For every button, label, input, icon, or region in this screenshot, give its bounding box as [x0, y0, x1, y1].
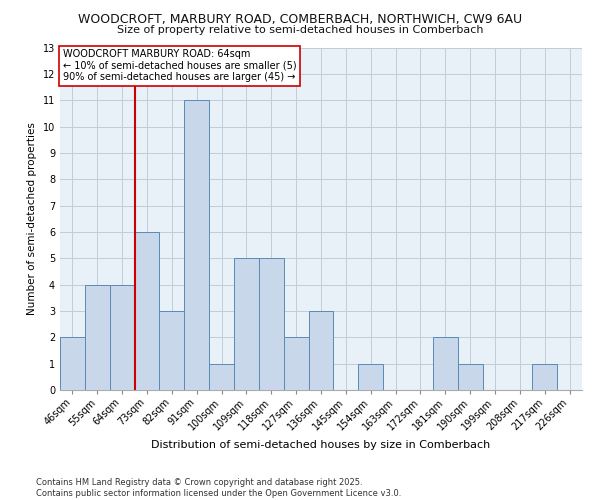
Bar — [458, 364, 482, 390]
Bar — [160, 311, 184, 390]
Bar — [433, 338, 458, 390]
Bar — [532, 364, 557, 390]
Bar — [284, 338, 308, 390]
Text: WOODCROFT MARBURY ROAD: 64sqm
← 10% of semi-detached houses are smaller (5)
90% : WOODCROFT MARBURY ROAD: 64sqm ← 10% of s… — [62, 49, 296, 82]
X-axis label: Distribution of semi-detached houses by size in Comberbach: Distribution of semi-detached houses by … — [151, 440, 491, 450]
Bar — [358, 364, 383, 390]
Bar — [308, 311, 334, 390]
Bar — [85, 284, 110, 390]
Text: Size of property relative to semi-detached houses in Comberbach: Size of property relative to semi-detach… — [117, 25, 483, 35]
Text: WOODCROFT, MARBURY ROAD, COMBERBACH, NORTHWICH, CW9 6AU: WOODCROFT, MARBURY ROAD, COMBERBACH, NOR… — [78, 12, 522, 26]
Bar — [134, 232, 160, 390]
Bar — [209, 364, 234, 390]
Bar — [259, 258, 284, 390]
Text: Contains HM Land Registry data © Crown copyright and database right 2025.
Contai: Contains HM Land Registry data © Crown c… — [36, 478, 401, 498]
Bar — [184, 100, 209, 390]
Bar — [110, 284, 134, 390]
Y-axis label: Number of semi-detached properties: Number of semi-detached properties — [27, 122, 37, 315]
Bar — [234, 258, 259, 390]
Bar — [60, 338, 85, 390]
